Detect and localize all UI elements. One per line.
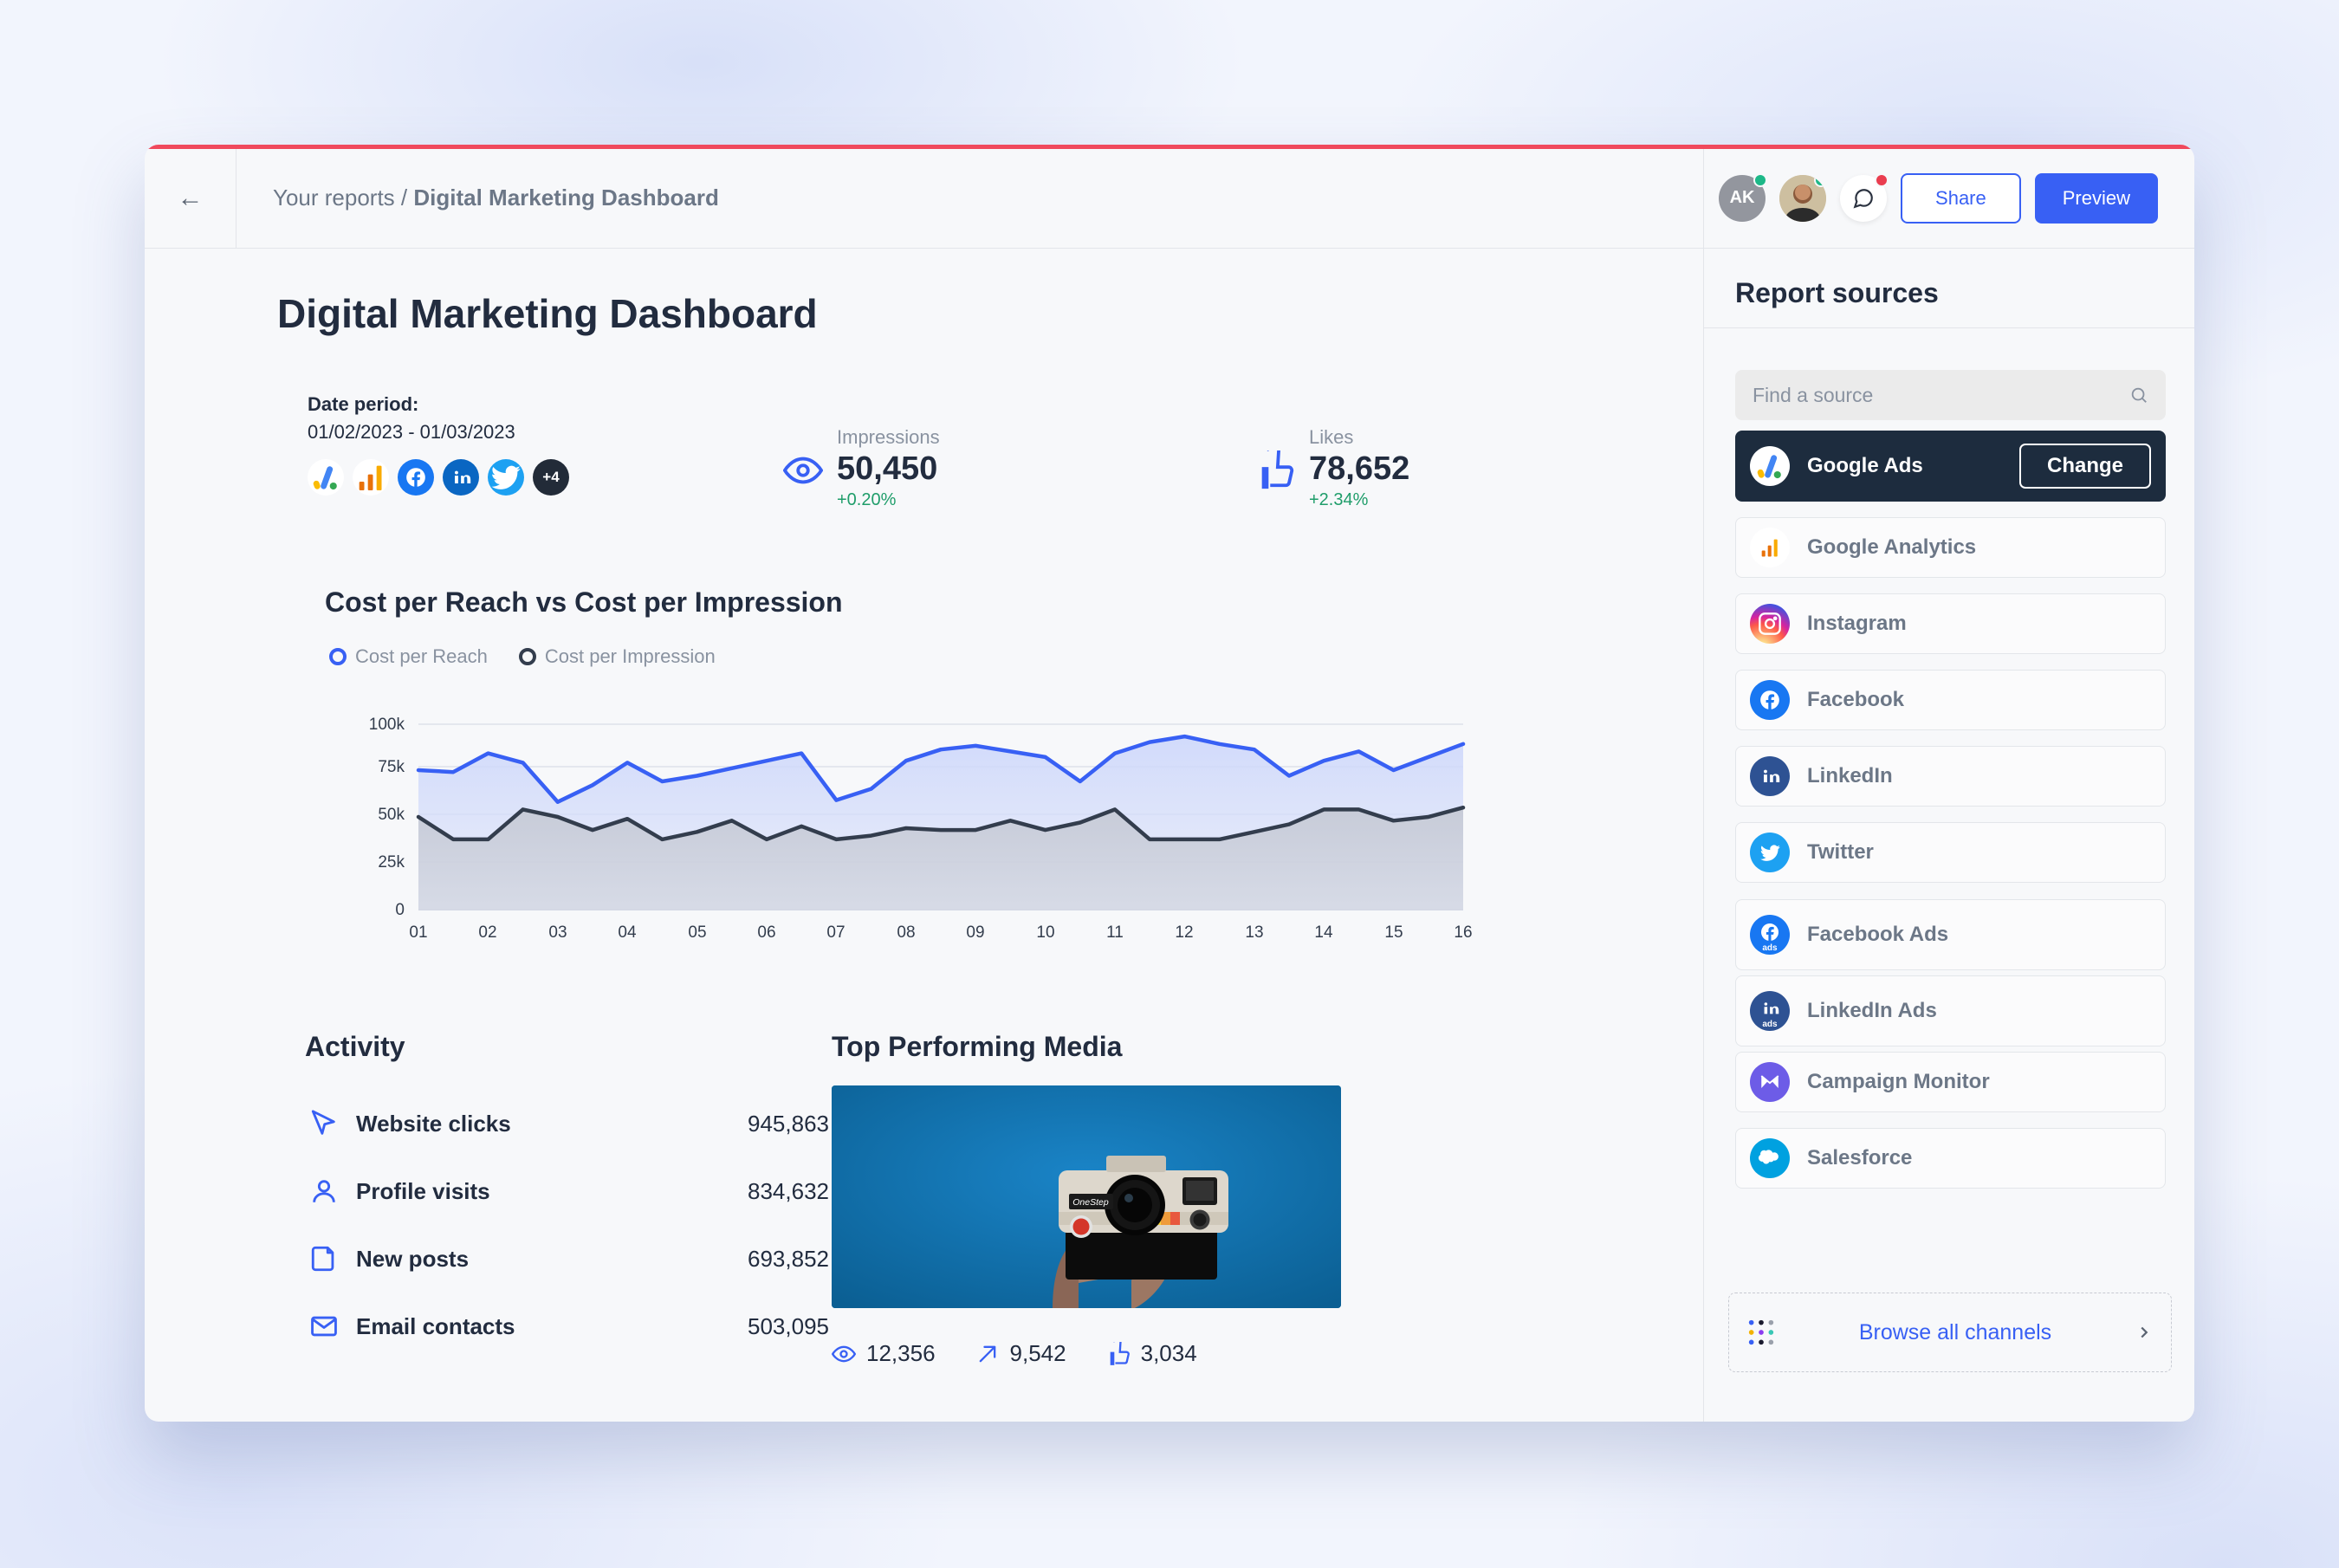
svg-text:14: 14	[1314, 923, 1333, 942]
svg-text:100k: 100k	[369, 716, 405, 734]
svg-text:06: 06	[757, 923, 775, 942]
svg-text:02: 02	[478, 923, 496, 942]
svg-text:75k: 75k	[378, 758, 405, 776]
svg-text:04: 04	[618, 923, 637, 942]
svg-text:05: 05	[688, 923, 706, 942]
svg-text:16: 16	[1454, 923, 1472, 942]
svg-text:25k: 25k	[378, 853, 405, 871]
svg-text:13: 13	[1245, 923, 1263, 942]
svg-text:0: 0	[395, 901, 405, 919]
svg-text:01: 01	[409, 923, 427, 942]
svg-text:07: 07	[826, 923, 845, 942]
svg-text:11: 11	[1106, 923, 1124, 942]
svg-text:08: 08	[897, 923, 915, 942]
svg-text:09: 09	[966, 923, 984, 942]
svg-text:50k: 50k	[378, 806, 405, 824]
svg-text:12: 12	[1175, 923, 1193, 942]
svg-text:03: 03	[548, 923, 567, 942]
svg-text:15: 15	[1384, 923, 1403, 942]
svg-text:OneStep: OneStep	[1072, 1197, 1109, 1208]
svg-text:10: 10	[1036, 923, 1054, 942]
